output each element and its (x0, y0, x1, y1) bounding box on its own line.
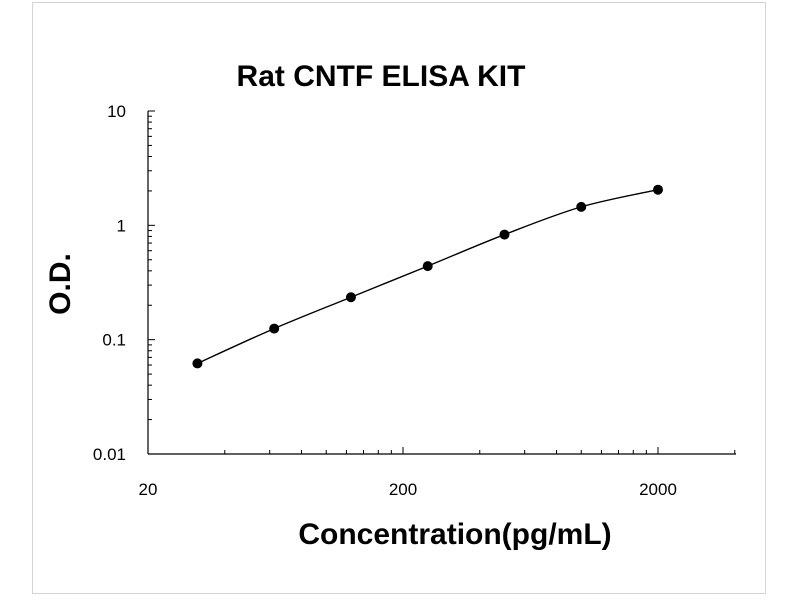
y-tick-label: 1 (117, 216, 126, 235)
y-tick-label: 0.01 (93, 445, 126, 464)
data-point (192, 358, 203, 369)
fit-curve (197, 189, 659, 365)
axes (147, 111, 736, 455)
y-tick-label: 0.1 (102, 331, 126, 350)
data-point (422, 261, 433, 272)
chart-svg: Rat CNTF ELISA KIT 0.01 0.1 1 10 20 200 2000 C… (44, 60, 736, 551)
y-tick-label: 10 (107, 102, 126, 121)
ticks (147, 110, 736, 455)
y-axis-title: O.D. (44, 253, 77, 315)
tick-labels: 0.01 0.1 1 10 20 200 2000 (93, 102, 677, 499)
data-points (192, 184, 663, 369)
chart-title: Rat CNTF ELISA KIT (237, 60, 526, 93)
data-point (576, 201, 587, 212)
data-point (269, 323, 280, 334)
data-point (499, 229, 510, 240)
x-tick-label: 20 (139, 480, 158, 499)
data-point (653, 184, 663, 195)
x-tick-label: 200 (389, 480, 417, 499)
data-point (345, 292, 356, 303)
chart-frame: Rat CNTF ELISA KIT 0.01 0.1 1 10 20 200 2000 C… (32, 2, 766, 594)
x-axis-title: Concentration(pg/mL) (298, 518, 611, 551)
x-tick-label: 2000 (639, 480, 677, 499)
